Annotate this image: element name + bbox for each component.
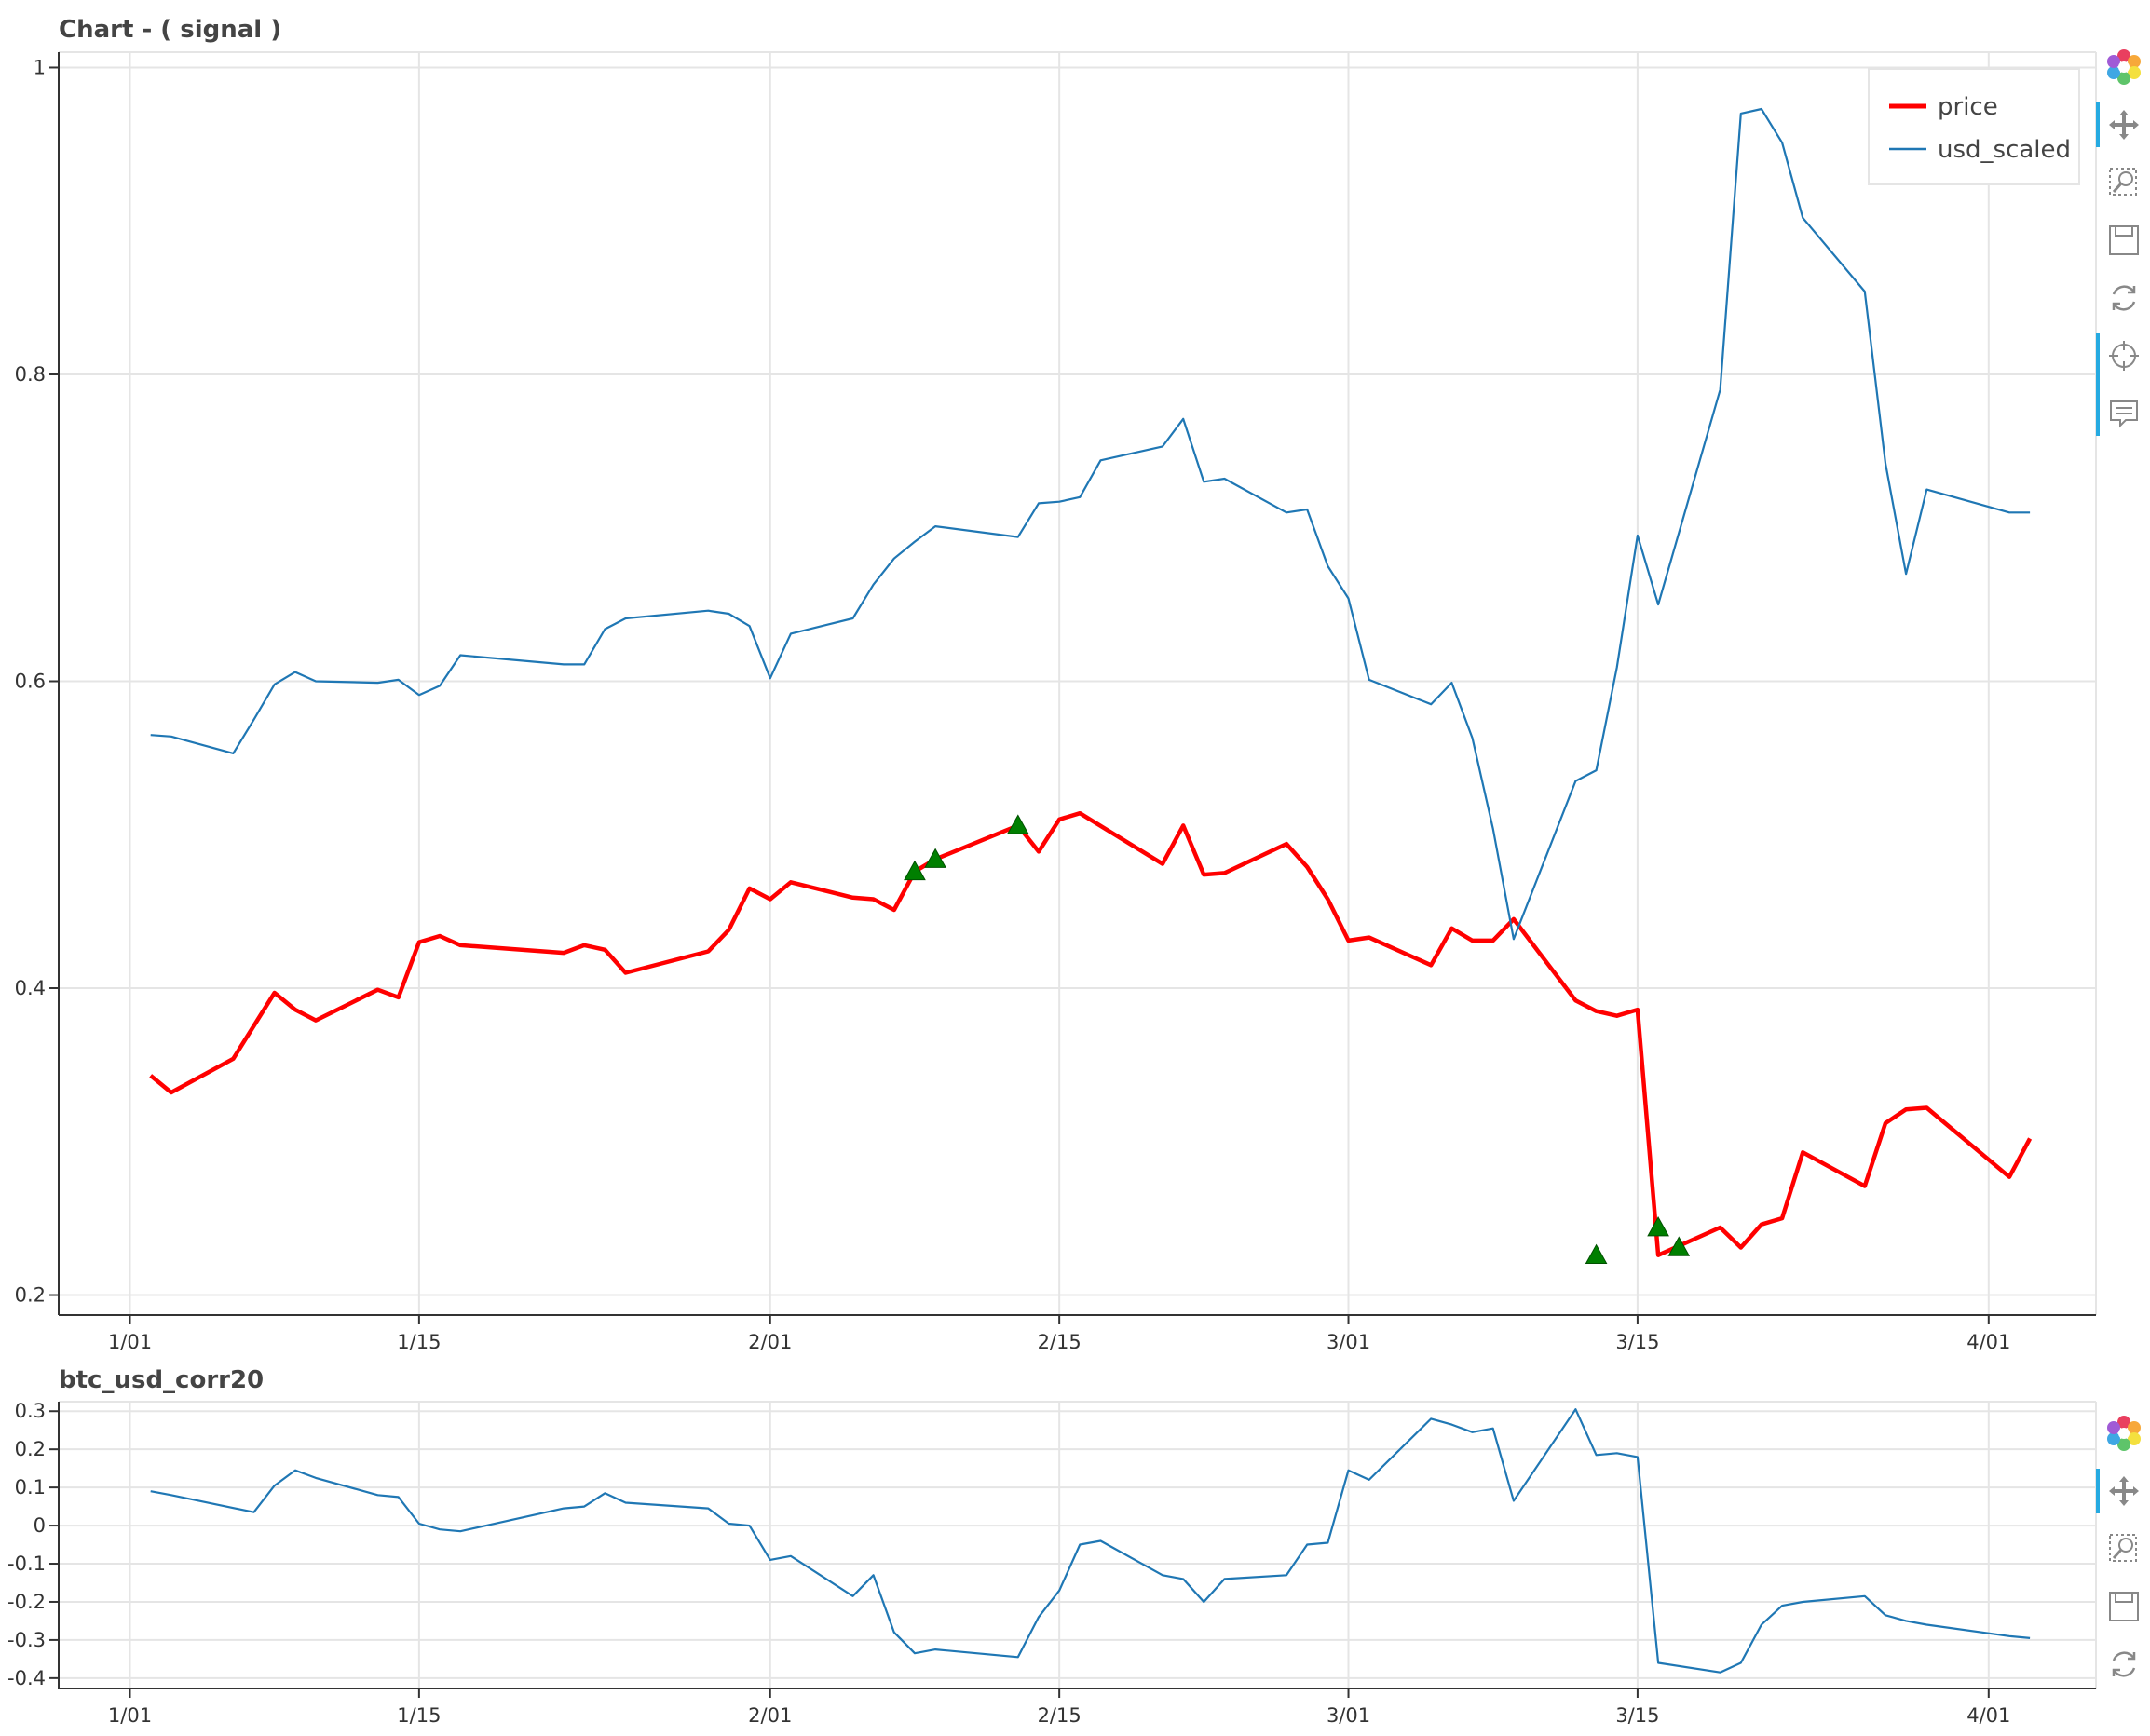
- main-x-tick-label: 4/01: [1966, 1331, 2010, 1350]
- corr-y-tick-label: -0.3: [7, 1629, 46, 1651]
- main-x-tick-label: 3/15: [1615, 1331, 1659, 1350]
- corr-chart-panel: btc_usd_corr20 1/01 1/15 2/01 2/15 3/01 3/15 4/…: [0, 1355, 2150, 1732]
- save-icon[interactable]: [2102, 218, 2146, 263]
- corr-series-corr-line: [150, 1408, 2031, 1674]
- pan-icon[interactable]: [2102, 1469, 2146, 1513]
- box-zoom-icon-glyph: [2109, 168, 2137, 196]
- main-signal-marker: [924, 848, 946, 868]
- corr-y-tick-label: 0: [34, 1514, 46, 1537]
- pan-icon[interactable]: [2102, 102, 2146, 147]
- main-y-tick-label: 0.6: [15, 671, 46, 693]
- crosshair-icon-glyph: [2109, 341, 2139, 371]
- main-y-tick-label: 1: [34, 56, 46, 78]
- main-signal-marker: [904, 860, 926, 881]
- bokeh-logo-icon-glyph: [2107, 1416, 2141, 1451]
- bokeh-logo-icon-glyph: [2107, 49, 2141, 85]
- main-legend-label-usd-scaled: usd_scaled: [1938, 136, 2071, 164]
- corr-y-tick-label: 0.2: [15, 1438, 46, 1460]
- main-x-tick-label: 2/15: [1038, 1331, 1082, 1350]
- active-tool-indicator: [2096, 1469, 2100, 1513]
- main-x-tick-label: 2/01: [748, 1331, 792, 1350]
- main-x-tick-label: 3/01: [1327, 1331, 1370, 1350]
- main-signal-marker: [1006, 814, 1029, 834]
- save-icon-glyph: [2109, 1592, 2139, 1621]
- main-legend-box: [1868, 68, 2080, 185]
- main-y-tick-label: 0.8: [15, 363, 46, 386]
- corr-x-tick-label: 1/15: [397, 1704, 441, 1727]
- main-signal-marker: [1585, 1243, 1608, 1264]
- pan-icon-glyph: [2109, 110, 2139, 140]
- corr-y-tick-label: 0.1: [15, 1476, 46, 1499]
- box-zoom-icon[interactable]: [2102, 160, 2146, 205]
- box-zoom-icon[interactable]: [2102, 1526, 2146, 1571]
- crosshair-icon[interactable]: [2102, 333, 2146, 378]
- hover-icon[interactable]: [2102, 391, 2146, 436]
- bokeh-logo-icon: [2102, 45, 2146, 89]
- main-y-tick-label: 0.2: [15, 1284, 46, 1307]
- corr-chart-svg: btc_usd_corr20 1/01 1/15 2/01 2/15 3/01 3/15 4/…: [7, 1366, 2097, 1727]
- corr-x-tick-label: 3/15: [1615, 1704, 1659, 1727]
- corr-x-tick-label: 4/01: [1966, 1704, 2010, 1727]
- main-series-usd-scaled-line: [150, 107, 2031, 941]
- main-chart-toolbar: [2096, 45, 2146, 436]
- corr-x-tick-label: 1/01: [108, 1704, 152, 1727]
- main-chart-svg: Chart - ( signal ) 1/01 1/15 2/01 2/15 3/01 3/…: [15, 16, 2097, 1353]
- main-x-tick-label: 1/15: [397, 1331, 441, 1350]
- main-signal-marker: [1647, 1216, 1669, 1237]
- main-signal-marker: [1667, 1236, 1691, 1256]
- active-tool-indicator: [2096, 102, 2100, 147]
- corr-chart-title: btc_usd_corr20: [59, 1366, 264, 1394]
- reset-icon-glyph: [2112, 285, 2136, 311]
- main-x-tick-label: 1/01: [108, 1331, 152, 1350]
- pan-icon-glyph: [2109, 1476, 2139, 1506]
- main-chart-title: Chart - ( signal ): [59, 16, 281, 44]
- corr-y-tick-label: -0.4: [7, 1667, 46, 1689]
- corr-x-tick-label: 3/01: [1327, 1704, 1370, 1727]
- corr-x-tick-label: 2/15: [1038, 1704, 1082, 1727]
- save-icon-glyph: [2109, 225, 2139, 255]
- active-tool-indicator: [2096, 333, 2100, 436]
- hover-icon-glyph: [2110, 400, 2138, 428]
- corr-y-tick-label: 0.3: [15, 1400, 46, 1422]
- bokeh-logo-icon: [2102, 1411, 2146, 1456]
- corr-x-tick-label: 2/01: [748, 1704, 792, 1727]
- save-icon[interactable]: [2102, 1584, 2146, 1629]
- box-zoom-icon-glyph: [2109, 1534, 2137, 1562]
- main-series-price-line: [149, 810, 2033, 1257]
- corr-y-tick-label: -0.1: [7, 1553, 46, 1575]
- corr-chart-toolbar: [2096, 1411, 2146, 1690]
- reset-icon-glyph: [2112, 1651, 2136, 1677]
- corr-y-tick-label: -0.2: [7, 1591, 46, 1613]
- main-chart-panel: Chart - ( signal ) 1/01 1/15 2/01 2/15 3/01 3/…: [15, 16, 2146, 1353]
- reset-icon[interactable]: [2102, 276, 2146, 320]
- reset-icon[interactable]: [2102, 1642, 2146, 1687]
- main-legend-label-price: price: [1938, 93, 1998, 121]
- main-y-tick-label: 0.4: [15, 977, 46, 999]
